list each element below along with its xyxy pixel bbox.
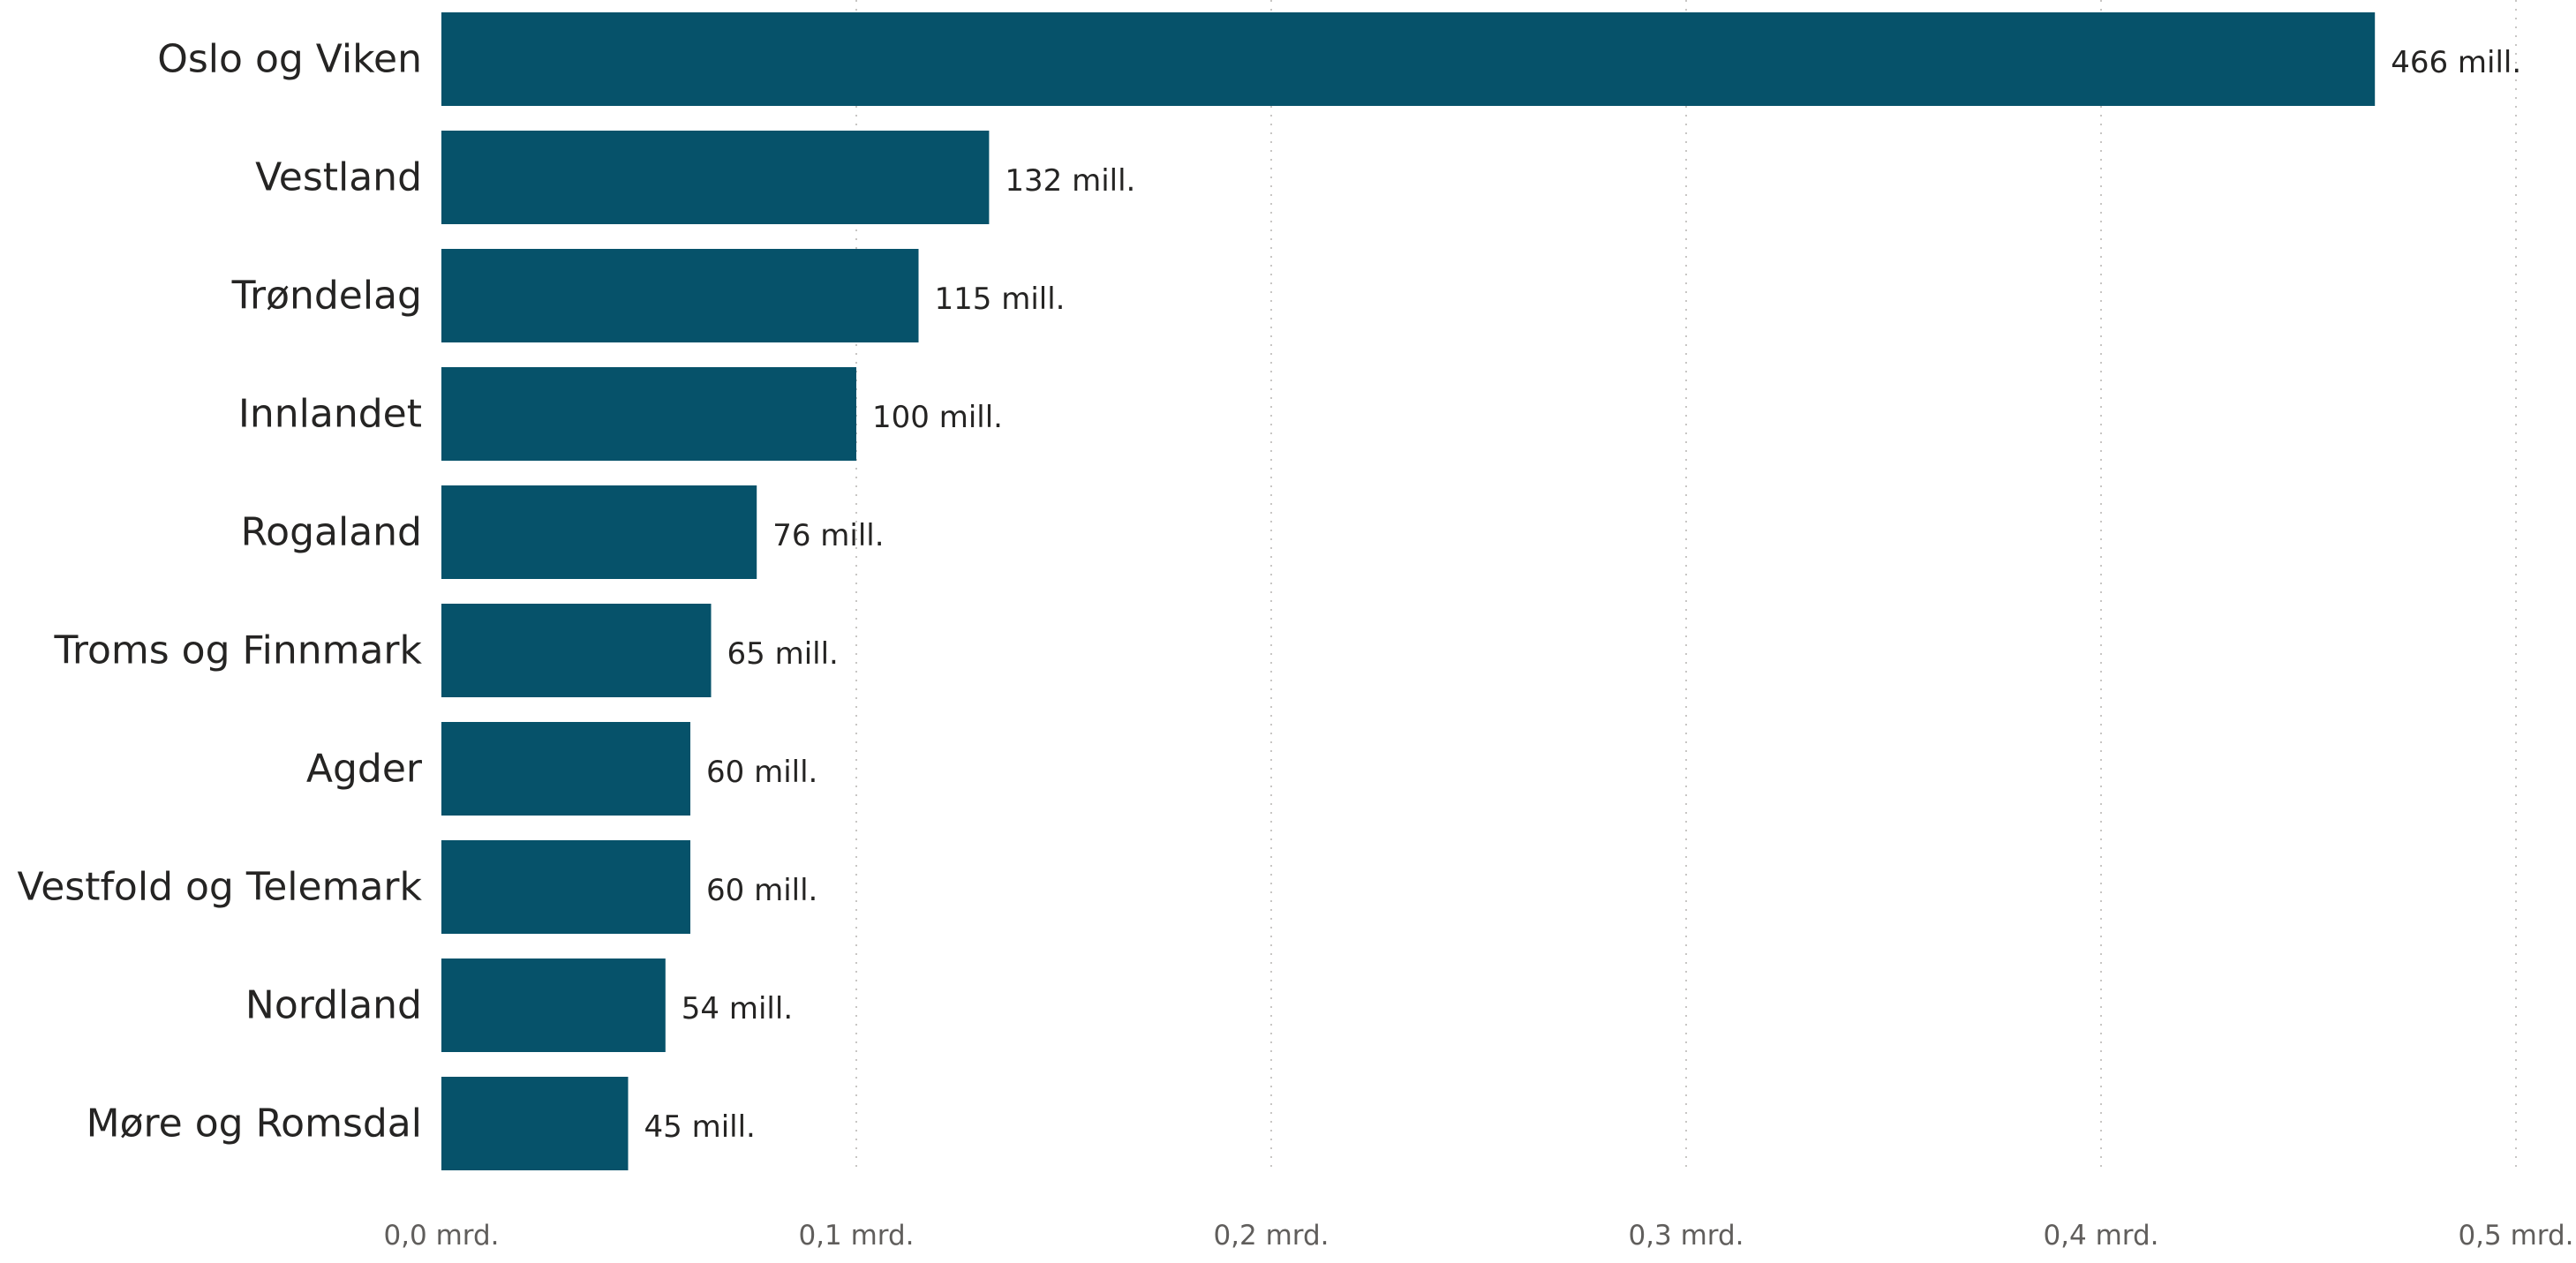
category-label: Troms og Finnmark xyxy=(53,628,422,673)
x-axis: 0,0 mrd. 0,1 mrd. 0,2 mrd. 0,3 mrd. 0,4 mrd.… xyxy=(383,1220,2573,1252)
category-label: Vestfold og Telemark xyxy=(18,865,423,910)
data-label: 466 mill. xyxy=(2391,45,2521,80)
data-label: 54 mill. xyxy=(682,991,793,1026)
data-label: 45 mill. xyxy=(644,1109,756,1145)
x-tick-label: 0,0 mrd. xyxy=(383,1220,499,1252)
bar[interactable] xyxy=(441,12,2376,106)
data-label: 132 mill. xyxy=(1005,163,1135,199)
data-label: 100 mill. xyxy=(872,400,1003,435)
x-tick-label: 0,2 mrd. xyxy=(1213,1220,1329,1252)
bar[interactable] xyxy=(441,722,690,816)
data-label: 65 mill. xyxy=(727,636,839,672)
bar[interactable] xyxy=(441,249,919,342)
data-label: 76 mill. xyxy=(772,518,884,553)
bar[interactable] xyxy=(441,485,757,579)
category-label: Oslo og Viken xyxy=(157,37,422,82)
category-label: Trøndelag xyxy=(231,274,422,319)
bar[interactable] xyxy=(441,1077,629,1170)
data-label: 60 mill. xyxy=(706,755,817,790)
bars xyxy=(441,12,2376,1170)
x-tick-label: 0,4 mrd. xyxy=(2043,1220,2158,1252)
x-tick-label: 0,5 mrd. xyxy=(2458,1220,2573,1252)
category-label: Rogaland xyxy=(241,510,422,555)
bar[interactable] xyxy=(441,367,856,461)
data-label: 60 mill. xyxy=(706,873,817,908)
category-label: Møre og Romsdal xyxy=(87,1101,422,1146)
bar[interactable] xyxy=(441,840,690,934)
bar[interactable] xyxy=(441,131,990,224)
x-tick-label: 0,3 mrd. xyxy=(1628,1220,1744,1252)
category-label: Nordland xyxy=(245,983,422,1028)
bar[interactable] xyxy=(441,959,666,1052)
labels: Oslo og Viken 466 mill. Vestland 132 mill. T… xyxy=(18,37,2522,1146)
x-tick-label: 0,1 mrd. xyxy=(798,1220,914,1252)
category-label: Vestland xyxy=(255,155,422,200)
category-label: Agder xyxy=(306,747,423,792)
category-label: Innlandet xyxy=(238,392,422,437)
data-label: 115 mill. xyxy=(935,282,1066,317)
bar[interactable] xyxy=(441,604,712,697)
